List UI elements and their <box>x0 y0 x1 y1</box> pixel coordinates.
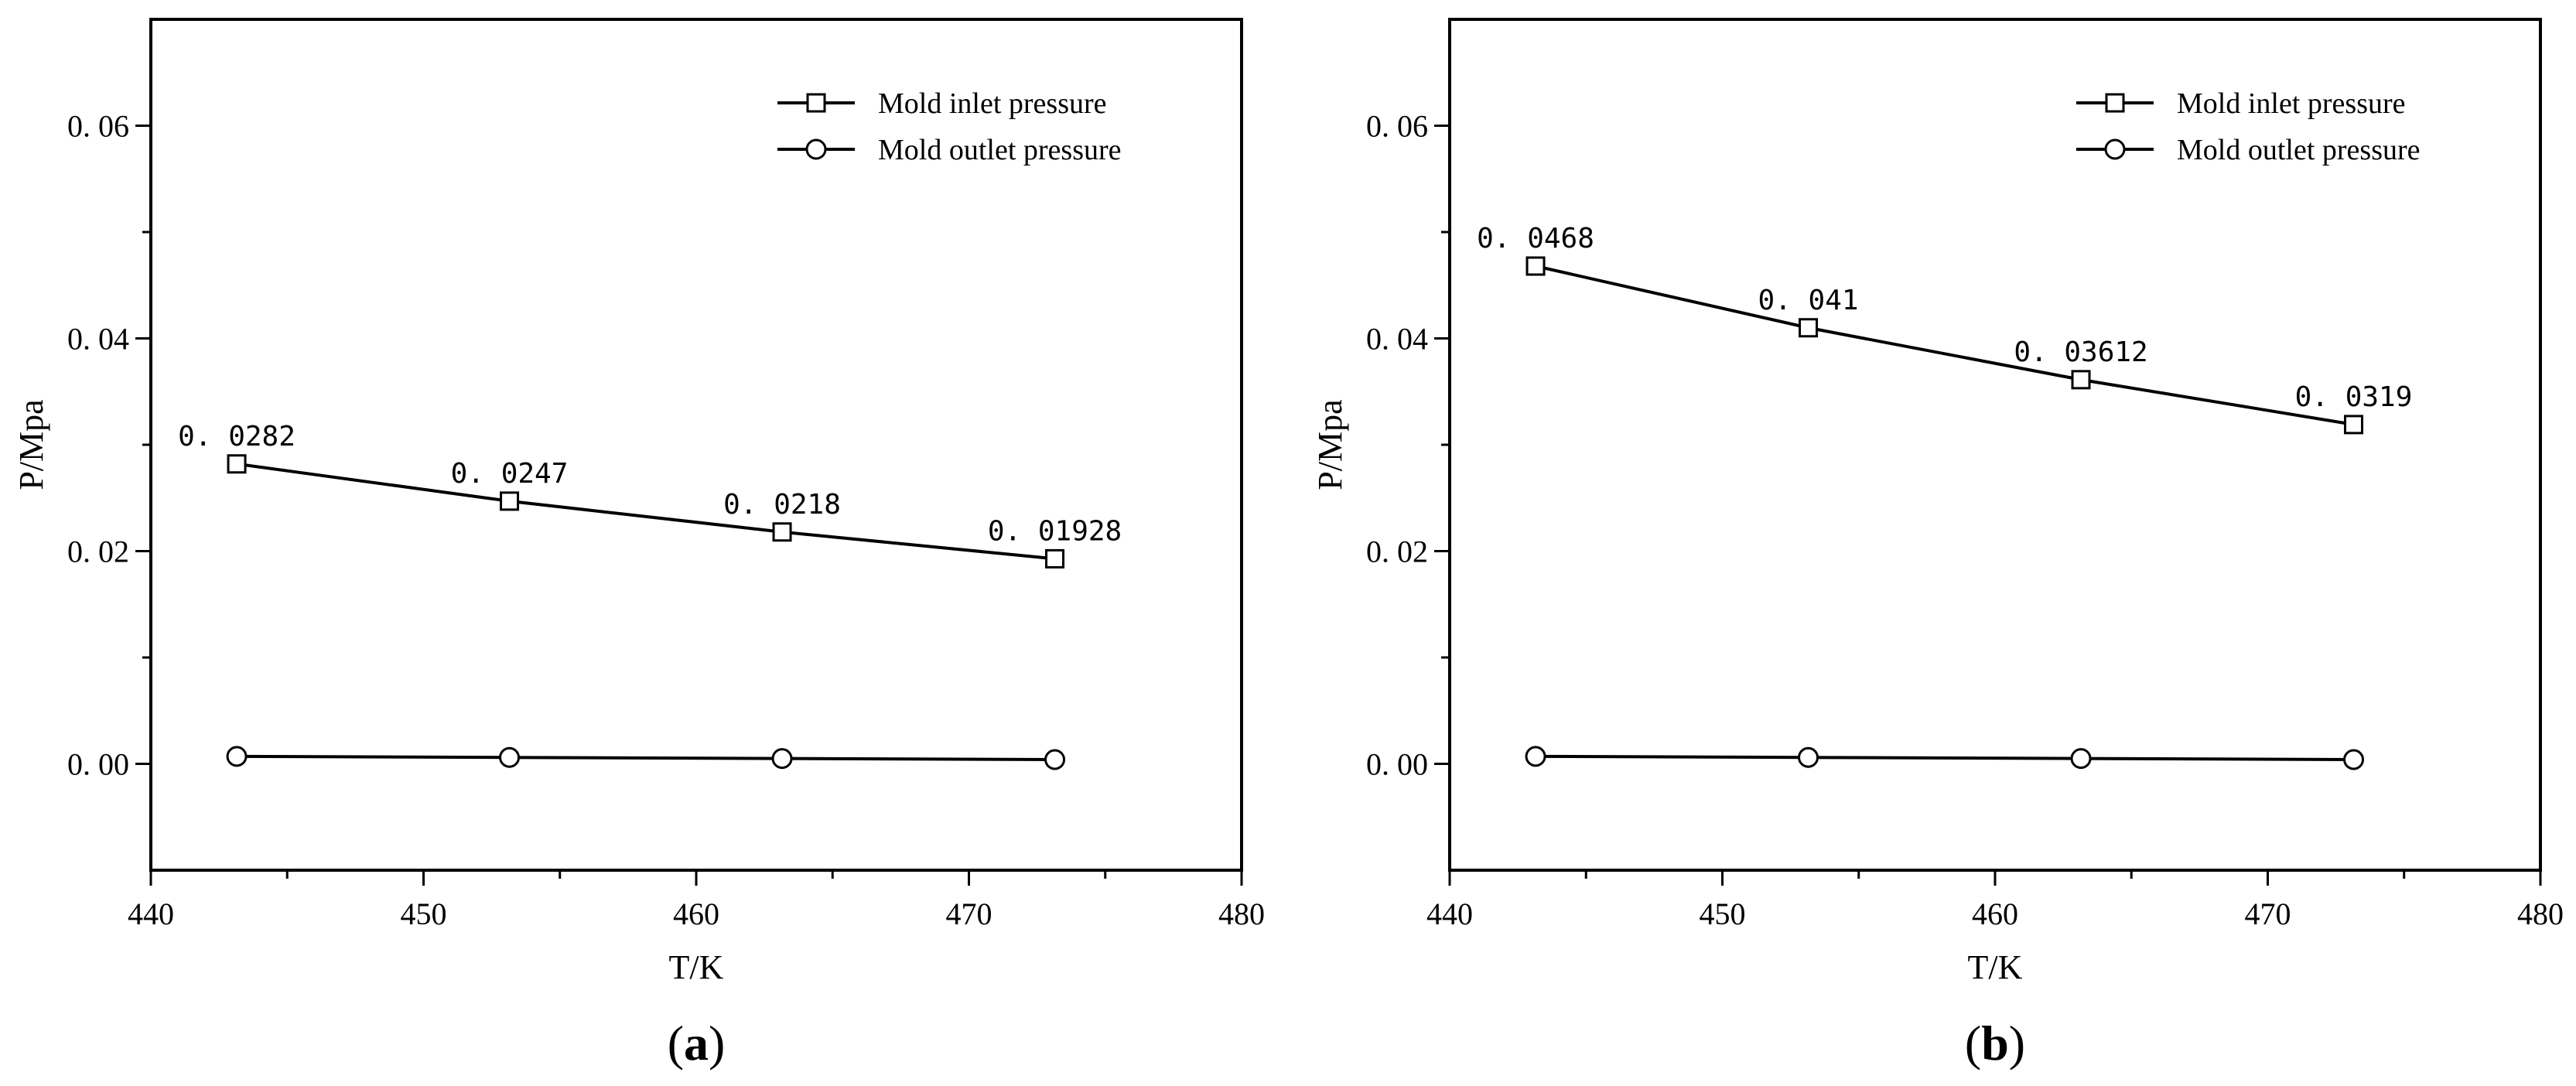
data-label: 0. 0247 <box>451 458 569 490</box>
data-point-square <box>1045 548 1065 569</box>
x-tick-label: 450 <box>1700 896 1746 931</box>
series-line <box>237 754 1055 761</box>
series-inlet: 0. 0282 0. 0247 0. 0218 0. 01928 <box>178 421 1122 569</box>
data-point-square <box>2344 415 2364 435</box>
data-point-circle <box>499 746 521 768</box>
legend: Mold inlet pressure Mold outlet pressure <box>777 87 1122 166</box>
x-axis-title: T/K <box>1968 948 2023 986</box>
data-point-square <box>500 491 520 511</box>
data-label: 0. 03612 <box>2014 336 2147 368</box>
y-tick-label: 0. 06 <box>1366 109 1428 144</box>
legend-marker-square <box>806 93 826 113</box>
data-point-square <box>772 522 792 542</box>
data-label: 0. 01928 <box>988 515 1122 547</box>
panel-label: (a) <box>668 1016 726 1071</box>
data-label: 0. 0468 <box>1477 223 1594 254</box>
x-tick-label: 480 <box>2517 896 2564 931</box>
data-point-circle <box>1798 746 1819 768</box>
series-outlet <box>226 746 1066 770</box>
y-axis-title: P/Mpa <box>12 399 50 490</box>
legend-label: Mold outlet pressure <box>878 134 1122 166</box>
x-axis-title: T/K <box>669 948 724 986</box>
data-point-circle <box>771 748 793 770</box>
legend-marker-circle <box>805 138 827 160</box>
data-point-circle <box>2343 749 2365 770</box>
data-point-square <box>227 454 247 474</box>
series-line <box>236 462 1055 561</box>
data-point-circle <box>226 746 248 767</box>
panel-label: (b) <box>1965 1016 2025 1071</box>
data-label: 0. 041 <box>1758 285 1859 316</box>
data-label: 0. 0218 <box>723 489 841 521</box>
x-tick-label: 460 <box>673 896 719 931</box>
x-tick-label: 460 <box>1972 896 2018 931</box>
legend-marker-square <box>2105 93 2125 113</box>
y-tick-label: 0. 00 <box>67 747 129 782</box>
legend-label: Mold outlet pressure <box>2177 134 2421 166</box>
x-tick-label: 470 <box>946 896 992 931</box>
data-point-square <box>1525 256 1546 276</box>
y-tick-label: 0. 00 <box>1366 747 1428 782</box>
x-tick-label: 450 <box>401 896 447 931</box>
y-tick-label: 0. 04 <box>1366 322 1428 357</box>
data-point-circle <box>2070 748 2092 770</box>
data-point-square <box>2071 370 2091 390</box>
y-tick-label: 0. 04 <box>67 322 129 357</box>
data-point-circle <box>1044 749 1066 770</box>
y-tick-label: 0. 06 <box>67 109 129 144</box>
x-tick-label: 480 <box>1218 896 1265 931</box>
x-tick-label: 440 <box>1426 896 1473 931</box>
x-tick-label: 440 <box>128 896 174 931</box>
series-line <box>1536 754 2354 761</box>
y-tick-label: 0. 02 <box>67 534 129 569</box>
series-inlet: 0. 0468 0. 041 0. 03612 0. 0319 <box>1477 223 2413 435</box>
x-tick-label: 470 <box>2245 896 2291 931</box>
legend-marker-circle <box>2104 138 2126 160</box>
y-axis-title: P/Mpa <box>1311 399 1349 490</box>
legend-label: Mold inlet pressure <box>878 87 1107 120</box>
legend-label: Mold inlet pressure <box>2177 87 2406 120</box>
data-label: 0. 0319 <box>2295 381 2413 413</box>
series-outlet <box>1525 746 2365 770</box>
data-point-square <box>1799 318 1819 338</box>
data-label: 0. 0282 <box>178 421 296 452</box>
legend: Mold inlet pressure Mold outlet pressure <box>2076 87 2421 166</box>
y-tick-label: 0. 02 <box>1366 534 1428 569</box>
chart-panel-a: 440 450 460 470 480 0. 00 0. 02 0. 04 0. 06 T/K P/… <box>12 18 1265 1071</box>
series-line <box>1535 265 2354 426</box>
data-point-circle <box>1525 746 1546 767</box>
chart-panel-b: 440 450 460 470 480 0. 00 0. 02 0. 04 0. 06 T/K P/… <box>1311 18 2564 1071</box>
